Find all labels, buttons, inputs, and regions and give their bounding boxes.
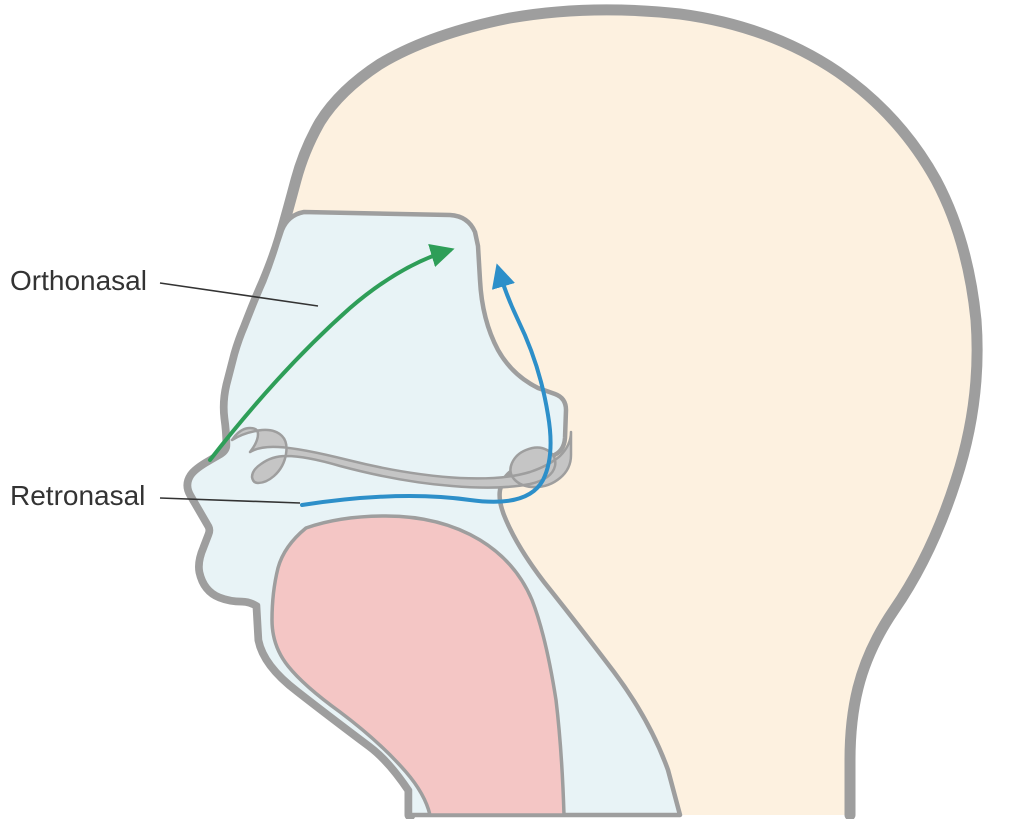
orthonasal-label: Orthonasal: [10, 265, 147, 296]
olfaction-diagram: Orthonasal Retronasal: [0, 0, 1013, 819]
retronasal-label: Retronasal: [10, 480, 145, 511]
